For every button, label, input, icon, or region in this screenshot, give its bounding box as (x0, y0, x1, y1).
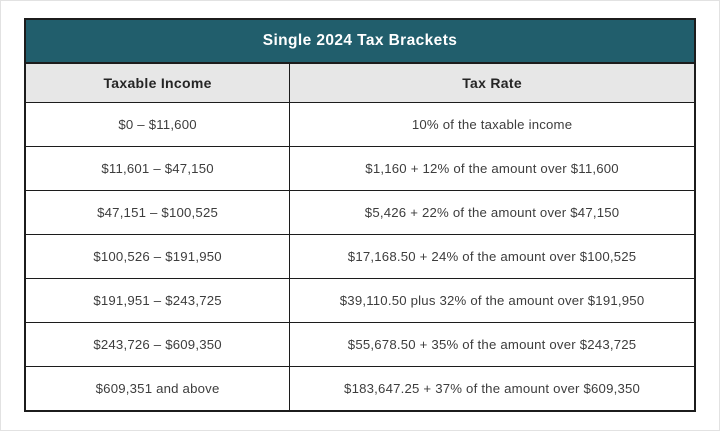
column-header-tax-rate: Tax Rate (289, 62, 696, 103)
column-header-taxable-income: Taxable Income (24, 62, 291, 103)
table-row: $0 – $11,600 10% of the taxable income (24, 102, 696, 147)
table-row: $11,601 – $47,150 $1,160 + 12% of the am… (24, 146, 696, 191)
tax-brackets-table: Single 2024 Tax Brackets Taxable Income … (24, 18, 696, 412)
table-row: $100,526 – $191,950 $17,168.50 + 24% of … (24, 234, 696, 279)
taxable-income-cell: $11,601 – $47,150 (24, 146, 291, 191)
tax-rate-cell: $183,647.25 + 37% of the amount over $60… (289, 366, 696, 412)
tax-rate-cell: $17,168.50 + 24% of the amount over $100… (289, 234, 696, 279)
taxable-income-cell: $0 – $11,600 (24, 102, 291, 147)
taxable-income-cell: $191,951 – $243,725 (24, 278, 291, 323)
table-title: Single 2024 Tax Brackets (24, 18, 696, 64)
table-row: $191,951 – $243,725 $39,110.50 plus 32% … (24, 278, 696, 323)
taxable-income-cell: $609,351 and above (24, 366, 291, 412)
table-row: $609,351 and above $183,647.25 + 37% of … (24, 366, 696, 412)
tax-rate-cell: $55,678.50 + 35% of the amount over $243… (289, 322, 696, 367)
tax-rate-cell: $39,110.50 plus 32% of the amount over $… (289, 278, 696, 323)
tax-brackets-container: Single 2024 Tax Brackets Taxable Income … (1, 1, 719, 412)
table-row: $47,151 – $100,525 $5,426 + 22% of the a… (24, 190, 696, 235)
title-row: Single 2024 Tax Brackets (24, 18, 696, 64)
tax-rate-cell: $5,426 + 22% of the amount over $47,150 (289, 190, 696, 235)
taxable-income-cell: $243,726 – $609,350 (24, 322, 291, 367)
taxable-income-cell: $47,151 – $100,525 (24, 190, 291, 235)
table-row: $243,726 – $609,350 $55,678.50 + 35% of … (24, 322, 696, 367)
tax-rate-cell: 10% of the taxable income (289, 102, 696, 147)
tax-rate-cell: $1,160 + 12% of the amount over $11,600 (289, 146, 696, 191)
taxable-income-cell: $100,526 – $191,950 (24, 234, 291, 279)
column-header-row: Taxable Income Tax Rate (24, 62, 696, 103)
